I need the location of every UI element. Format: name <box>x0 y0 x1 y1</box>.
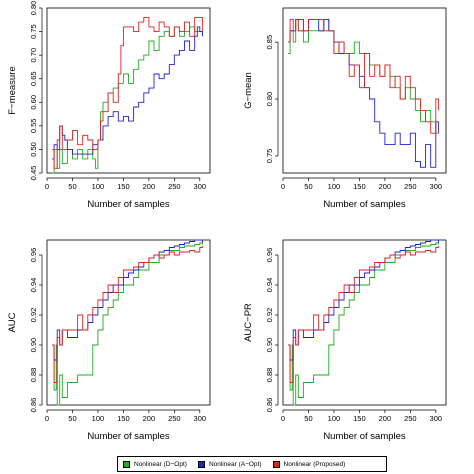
series-line-a-opt <box>52 239 203 361</box>
y-tick-label: 0.60 <box>29 95 38 110</box>
series-line-a-opt <box>288 18 439 168</box>
x-tick-label: 150 <box>117 414 130 423</box>
x-tick-label: 0 <box>45 414 49 423</box>
x-tick-label: 0 <box>281 182 285 191</box>
legend-swatch-proposed <box>272 460 280 468</box>
series-line-proposed <box>288 18 439 134</box>
x-tick-label: 150 <box>353 414 366 423</box>
legend-swatch-a-opt <box>197 460 205 468</box>
x-axis-title: Number of samples <box>323 431 406 442</box>
y-tick-label: 0.90 <box>265 338 274 353</box>
x-tick-label: 300 <box>194 182 207 191</box>
plot-frame <box>282 7 447 174</box>
plot-frame <box>46 239 211 406</box>
y-tick-label: 0.92 <box>265 308 274 323</box>
series-line-proposed <box>288 246 439 383</box>
y-tick-label: 0.80 <box>29 1 38 16</box>
series-line-d-opt <box>288 242 439 406</box>
x-axis-title: Number of samples <box>87 199 170 210</box>
y-tick-label: 0.96 <box>29 248 38 263</box>
legend-label-a-opt: Nonlinear (A−Opt) <box>208 460 262 468</box>
legend-item-proposed: Nonlinear (Proposed) <box>272 460 346 468</box>
x-tick-label: 200 <box>143 414 156 423</box>
y-tick-label: 0.86 <box>29 398 38 413</box>
x-tick-label: 100 <box>92 182 105 191</box>
x-tick-label: 300 <box>194 414 207 423</box>
x-tick-label: 100 <box>328 414 341 423</box>
y-tick-label: 0.96 <box>265 248 274 263</box>
x-tick-label: 50 <box>304 414 312 423</box>
y-tick-label: 0.70 <box>29 48 38 63</box>
y-tick-label: 0.88 <box>265 368 274 383</box>
x-axis-title: Number of samples <box>323 199 406 210</box>
series-line-proposed <box>52 246 203 383</box>
x-tick-label: 200 <box>379 182 392 191</box>
x-tick-label: 250 <box>404 414 417 423</box>
legend-label-d-opt: Nonlinear (D−Opt) <box>134 460 187 468</box>
y-tick-label: 0.90 <box>29 338 38 353</box>
x-tick-label: 300 <box>430 414 443 423</box>
x-tick-label: 250 <box>404 182 417 191</box>
series-line-proposed <box>52 16 203 169</box>
y-tick-label: 0.75 <box>29 24 38 39</box>
legend: Nonlinear (D−Opt) Nonlinear (A−Opt) Nonl… <box>117 456 387 472</box>
y-axis-title: G−mean <box>243 72 254 109</box>
panel-4: 0 50 100 150 200 250 300 0.86 0.88 0.90 0.92 0.94 0.… <box>243 239 447 442</box>
y-tick-label: 0.75 <box>265 149 274 164</box>
plot-frame <box>46 7 211 174</box>
y-tick-label: 0.80 <box>265 92 274 107</box>
series-line-d-opt <box>52 242 203 406</box>
x-tick-label: 200 <box>379 414 392 423</box>
series-line-a-opt <box>52 26 203 160</box>
legend-swatch-d-opt <box>123 460 130 468</box>
x-tick-label: 150 <box>353 182 366 191</box>
x-tick-label: 300 <box>430 182 443 191</box>
y-axis-title: AUC−PR <box>243 303 254 342</box>
x-tick-label: 50 <box>304 182 312 191</box>
y-tick-label: 0.92 <box>29 308 38 323</box>
x-tick-label: 100 <box>328 182 341 191</box>
panel-1: 0 50 100 150 200 250 300 0.45 0.50 0.55 0.60 0.65 0.… <box>7 1 211 210</box>
y-tick-label: 0.45 <box>29 166 38 181</box>
x-tick-label: 0 <box>281 414 285 423</box>
y-tick-label: 0.65 <box>29 71 38 86</box>
y-axis-title: F−measure <box>7 66 18 114</box>
x-tick-label: 150 <box>117 182 130 191</box>
y-tick-label: 0.55 <box>29 119 38 134</box>
x-tick-label: 50 <box>68 182 76 191</box>
legend-label-proposed: Nonlinear (Proposed) <box>283 460 346 468</box>
x-tick-label: 100 <box>92 414 105 423</box>
x-tick-label: 0 <box>45 182 49 191</box>
x-tick-label: 250 <box>168 414 181 423</box>
x-tick-label: 250 <box>168 182 181 191</box>
legend-item-d-opt: Nonlinear (D−Opt) <box>123 460 187 468</box>
panel-2: 0 50 100 150 200 250 300 0.75 0.80 0.85 Number of … <box>243 7 447 210</box>
x-tick-label: 200 <box>143 182 156 191</box>
series-line-d-opt <box>288 18 439 134</box>
y-tick-label: 0.50 <box>29 142 38 157</box>
panel-3: 0 50 100 150 200 250 300 0.86 0.88 0.90 0.92 0.94 0.… <box>7 239 211 442</box>
y-tick-label: 0.94 <box>29 278 38 293</box>
plot-frame <box>282 239 447 406</box>
y-axis-title: AUC <box>7 312 18 332</box>
y-tick-label: 0.88 <box>29 368 38 383</box>
y-tick-label: 0.86 <box>265 398 274 413</box>
legend-item-a-opt: Nonlinear (A−Opt) <box>197 460 262 468</box>
series-line-d-opt <box>52 26 203 174</box>
x-axis-title: Number of samples <box>87 431 170 442</box>
x-tick-label: 50 <box>68 414 76 423</box>
series-line-a-opt <box>288 239 439 361</box>
y-tick-label: 0.94 <box>265 278 274 293</box>
y-tick-label: 0.85 <box>265 35 274 50</box>
